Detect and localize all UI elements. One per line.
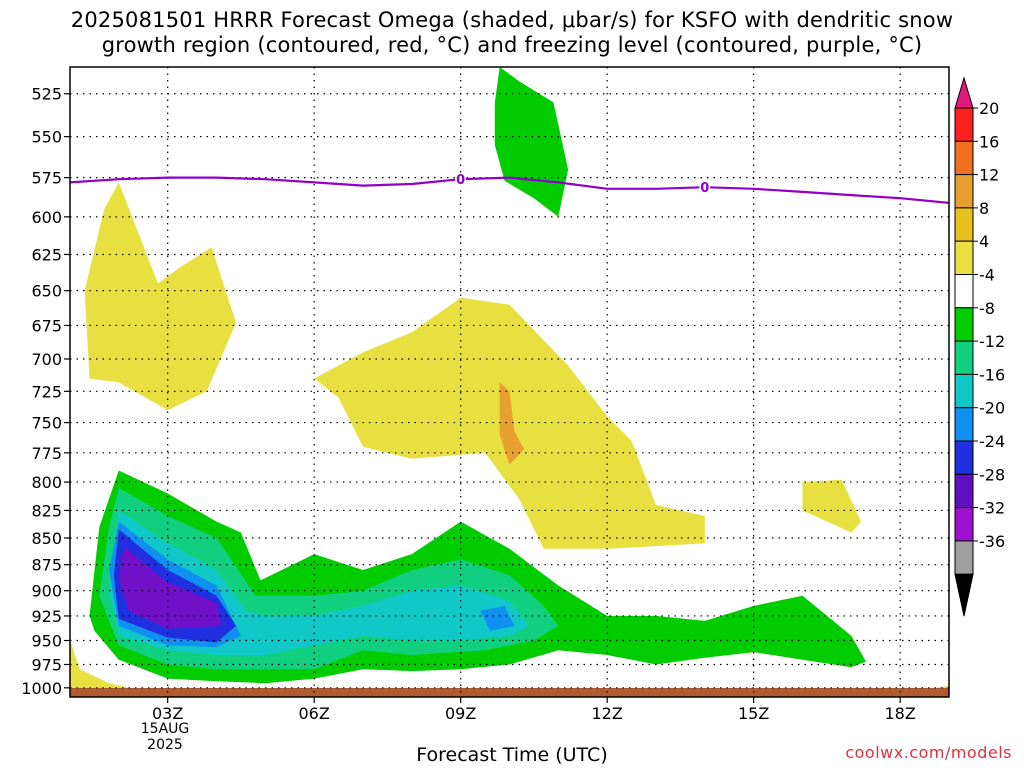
plot-frame — [69, 66, 950, 698]
y-tick-label: 975 — [31, 655, 62, 674]
y-tick-label: 950 — [31, 632, 62, 651]
y-tick-label: 800 — [31, 473, 62, 492]
colorbar-label: 20 — [979, 99, 999, 118]
omega-region-4 — [84, 182, 236, 411]
chart-title: 2025081501 HRRR Forecast Omega (shaded, … — [70, 8, 954, 57]
colorbar-label: -8 — [979, 299, 995, 318]
y-tick-label: 850 — [31, 529, 62, 548]
y-tick-label: 825 — [31, 501, 62, 520]
x-tick-label: 18Z — [885, 704, 916, 723]
y-tick-label: 600 — [31, 208, 62, 227]
colorbar-swatch — [954, 507, 974, 542]
colorbar-swatch — [954, 540, 974, 575]
x-axis-label: Forecast Time (UTC) — [416, 744, 608, 766]
colorbar-label: 8 — [979, 199, 989, 218]
colorbar-swatch — [954, 107, 974, 142]
x-tick-label: 06Z — [299, 704, 330, 723]
y-tick-label: 875 — [31, 556, 62, 575]
x-tick-label: 15Z — [738, 704, 769, 723]
colorbar-swatch — [954, 373, 974, 409]
colorbar-swatch — [954, 307, 974, 342]
colorbar-label: -36 — [979, 532, 1005, 551]
omega-region--20 — [480, 605, 515, 631]
y-tick-label: 700 — [31, 350, 62, 369]
y-tick-label: 675 — [31, 316, 62, 335]
colorbar-label: -24 — [979, 432, 1005, 451]
y-tick-label: 775 — [31, 444, 62, 463]
colorbar-label: 4 — [979, 232, 989, 251]
shaded-layer: 00 — [70, 67, 949, 697]
colorbar-swatch — [954, 340, 974, 375]
colorbar-swatch — [954, 174, 974, 209]
x-tick-label: 03Z — [152, 704, 183, 723]
y-tick-label: 750 — [31, 414, 62, 433]
y-tick-label: 725 — [31, 382, 62, 401]
colorbar-swatch — [954, 240, 974, 275]
omega-region-8 — [499, 382, 525, 465]
colorbar-swatch — [954, 473, 974, 509]
y-tick-label: 650 — [31, 282, 62, 301]
colorbar-label: 16 — [979, 132, 999, 151]
y-tick-label: 925 — [31, 607, 62, 626]
colorbar-swatch — [954, 140, 974, 176]
omega-region--28 — [118, 546, 222, 629]
colorbar-top-arrow — [954, 76, 974, 109]
freezing-level-label: 0 — [700, 181, 709, 196]
source-credit: coolwx.com/models — [845, 743, 1012, 762]
y-tick-label: 575 — [31, 169, 62, 188]
freezing-level-label: 0 — [456, 173, 465, 188]
colorbar-swatch — [954, 207, 974, 242]
ground-strip — [70, 688, 949, 697]
x-date-label: 15AUG 2025 — [140, 721, 190, 753]
omega-region-4 — [802, 479, 862, 533]
colorbar-label: -28 — [979, 465, 1005, 484]
y-tick-label: 900 — [31, 582, 62, 601]
plot-area: 00 — [70, 67, 949, 697]
colorbar-label: -4 — [979, 266, 995, 285]
colorbar-label: -32 — [979, 499, 1005, 518]
colorbar-bottom-arrow — [954, 573, 974, 617]
y-tick-label: 550 — [31, 128, 62, 147]
colorbar-swatch — [954, 407, 974, 442]
colorbar-label: -20 — [979, 399, 1005, 418]
axes: 525 550 575 600 625 650 675 700 725 750 775 800 825 8… — [21, 66, 950, 723]
colorbar: 20 16 12 8 4 -4 -8 -12 -16 -20 -24 -28 -32 -36 — [954, 76, 1005, 617]
y-tick-label: 525 — [31, 85, 62, 104]
x-tick-label: 12Z — [592, 704, 623, 723]
omega-region-4 — [70, 640, 149, 696]
colorbar-label: 12 — [979, 166, 999, 185]
y-tick-label: 625 — [31, 245, 62, 264]
freezing-level-line — [70, 176, 949, 204]
colorbar-swatch — [954, 440, 974, 475]
omega-region--8 — [494, 67, 569, 217]
colorbar-swatch — [954, 274, 974, 309]
colorbar-label: -12 — [979, 332, 1005, 351]
x-tick-label: 09Z — [445, 704, 476, 723]
y-tick-label: 1000 — [21, 679, 62, 698]
colorbar-label: -16 — [979, 365, 1005, 384]
